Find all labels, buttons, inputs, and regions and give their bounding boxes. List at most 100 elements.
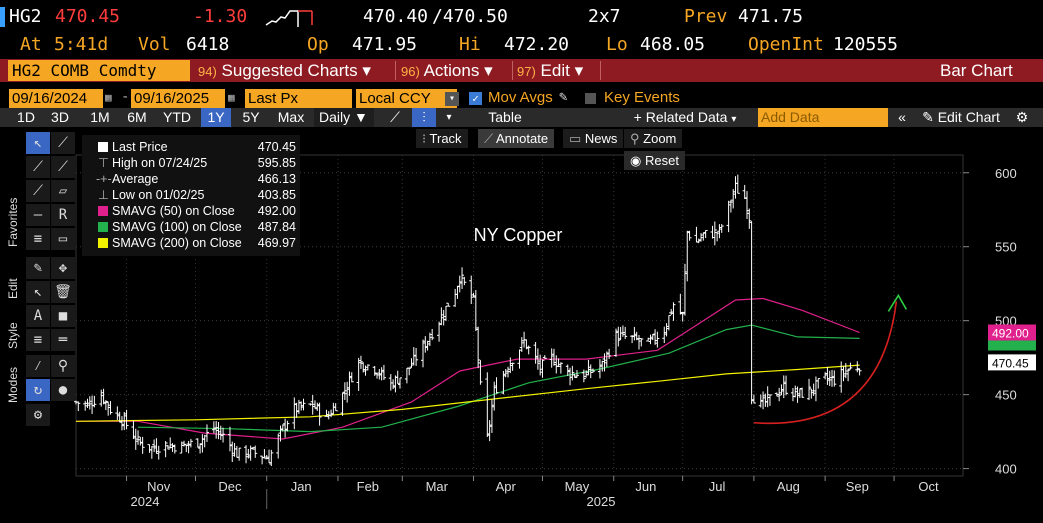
cursor-icon[interactable]: ↖ <box>26 132 50 154</box>
bar-chart-icon[interactable]: ⫶ <box>412 108 436 127</box>
high-label: Hi <box>459 34 481 55</box>
select-icon[interactable]: ↖ <box>26 281 50 303</box>
trendline-icon[interactable]: ⟋ <box>26 156 50 178</box>
suggested-charts-button[interactable]: 94) Suggested Charts ▾ <box>198 61 371 80</box>
y-tick-label: 600 <box>995 166 1017 181</box>
currency-select[interactable]: Local CCY <box>356 89 457 108</box>
palette-icon[interactable]: ● <box>51 379 75 401</box>
security-field[interactable]: HG2 COMB Comdty <box>8 60 190 81</box>
draw-line-icon[interactable]: ⟋ <box>51 132 75 154</box>
chart-annotation: NY Copper <box>474 225 563 245</box>
quote-stats: At 5:41d Vol 6418 Op 471.95 Hi 472.20 Lo… <box>0 34 1043 56</box>
period-6m[interactable]: 6M <box>127 109 147 125</box>
reset-button[interactable]: ◉ Reset <box>624 151 685 170</box>
edit-chart-button[interactable]: ✎ Edit Chart <box>922 109 1000 125</box>
move-icon[interactable]: ✥ <box>51 257 75 279</box>
legend-high: ⊤ High on 07/24/25 595.85 <box>98 156 296 170</box>
legend-sma50: SMAVG (50) on Close 492.00 <box>82 203 300 219</box>
ray-icon[interactable]: ⟋ <box>51 156 75 178</box>
at-label: At <box>20 34 42 55</box>
period-toolbar: 1D 3D 1M 6M YTD 1Y 5Y Max Daily ▼ ⟋ ⫶ ▾ … <box>0 108 1043 127</box>
sparkline-icon <box>264 7 314 32</box>
open-interest-label: OpenInt <box>748 34 824 55</box>
extended-line-icon[interactable]: ⟋ <box>26 180 50 202</box>
chevron-down-icon: ▾ <box>362 61 371 80</box>
channel-icon[interactable]: ▱ <box>51 180 75 202</box>
period-1m[interactable]: 1M <box>90 109 110 125</box>
fill-color-icon[interactable]: ■ <box>51 305 75 327</box>
refresh-mode-icon[interactable]: ↻ <box>26 379 50 401</box>
period-1d[interactable]: 1D <box>17 109 35 125</box>
chevron-down-icon: ▾ <box>484 61 493 80</box>
field-select[interactable]: Last Px <box>245 89 352 108</box>
high-marker-icon: ⊤ <box>98 156 109 170</box>
start-date-field[interactable]: 09/16/2024 <box>9 89 103 108</box>
related-data-button[interactable]: + Related Data ▾ <box>633 109 737 125</box>
average-marker-icon: -+- <box>96 172 112 186</box>
pencil-icon[interactable]: ✎ <box>559 89 568 105</box>
period-1y[interactable]: 1Y <box>201 108 231 127</box>
prev-value: 471.75 <box>738 6 804 27</box>
magnet-icon[interactable]: ⚲ <box>51 355 75 377</box>
chevron-down-icon: ▾ <box>574 61 584 80</box>
trash-icon[interactable]: 🗑 <box>51 281 75 303</box>
bid: 470.40 <box>363 6 429 27</box>
last-price: 470.45 <box>55 6 121 27</box>
ticker: HG2 <box>9 6 42 27</box>
x-tick-label: Jan <box>291 479 312 494</box>
calendar-icon[interactable]: ▦ <box>105 91 112 104</box>
legend-low: ⊥ Low on 01/02/25 403.85 <box>98 188 296 202</box>
frequency-select[interactable]: Daily ▼ <box>314 108 374 127</box>
date-separator: - <box>121 89 130 105</box>
quote-header: HG2 470.45 -1.30 470.40 /470.50 2x7 Prev… <box>0 6 1043 28</box>
legend-last-price: Last Price 470.45 <box>82 139 300 155</box>
add-data-input[interactable]: Add Data <box>758 108 888 127</box>
end-date-field[interactable]: 09/16/2025 <box>131 89 225 108</box>
x-tick-label: Jun <box>635 479 656 494</box>
zoom-button[interactable]: ⚲ Zoom <box>624 129 683 148</box>
crosshair-icon[interactable]: ⁄ <box>26 355 50 377</box>
y-tick-label: 450 <box>995 388 1017 403</box>
font-icon[interactable]: A <box>26 305 50 327</box>
pen-icon[interactable]: ✎ <box>26 257 50 279</box>
news-button[interactable]: ▭ News <box>563 129 624 148</box>
mov-avgs-checkbox[interactable]: ✓ <box>469 92 482 105</box>
calendar-icon[interactable]: ▦ <box>228 91 235 104</box>
triangle-down-icon: ▼ <box>354 109 368 125</box>
low-marker-icon: ⊥ <box>98 188 109 202</box>
sma50-price-tag <box>988 324 1036 341</box>
chart-settings-row: 09/16/2024 ▦ - 09/16/2025 ▦ Last Px Loca… <box>0 89 1043 108</box>
open-label: Op <box>307 34 329 55</box>
y-tick-label: 400 <box>995 462 1017 477</box>
chevron-down-icon[interactable]: ▾ <box>446 112 452 123</box>
key-events-checkbox[interactable] <box>585 93 596 104</box>
period-ytd[interactable]: YTD <box>163 109 191 125</box>
line-weight-icon[interactable]: ═ <box>51 329 75 351</box>
period-max[interactable]: Max <box>277 109 305 125</box>
chevron-down-icon[interactable]: ▾ <box>445 92 459 106</box>
gear-icon[interactable]: ⚙ <box>1015 109 1029 125</box>
crosshair-icon: ⁝ <box>422 131 427 146</box>
horizontal-line-icon[interactable]: — <box>26 204 50 226</box>
rectangle-icon[interactable]: ▭ <box>51 228 75 250</box>
annotate-button[interactable]: ⟋ Annotate <box>478 129 555 148</box>
open-value: 471.95 <box>352 34 418 55</box>
collapse-icon[interactable]: « <box>898 109 906 125</box>
chart-type-title: Bar Chart <box>940 61 1013 80</box>
line-chart-icon[interactable]: ⟋ <box>390 109 400 125</box>
edit-menu-button[interactable]: 97) Edit ▾ <box>517 61 584 80</box>
period-5y[interactable]: 5Y <box>242 109 260 125</box>
legend-sma200: SMAVG (200) on Close 469.97 <box>82 235 300 251</box>
sma100-line <box>137 324 860 433</box>
table-button[interactable]: Table <box>488 109 522 125</box>
fibonacci-icon[interactable]: ≡ <box>26 228 50 250</box>
actions-button[interactable]: 96) Actions ▾ <box>401 61 493 80</box>
x-tick-label: Aug <box>777 479 800 494</box>
settings-gear-icon[interactable]: ⚙ <box>26 404 50 426</box>
period-3d[interactable]: 3D <box>51 109 69 125</box>
quote-time: 5:41d <box>54 34 109 55</box>
prev-label: Prev <box>684 6 728 27</box>
line-style-icon[interactable]: ≡ <box>26 329 50 351</box>
text-tool-icon[interactable]: R <box>51 204 75 226</box>
track-button[interactable]: ⁝ Track <box>416 129 468 148</box>
